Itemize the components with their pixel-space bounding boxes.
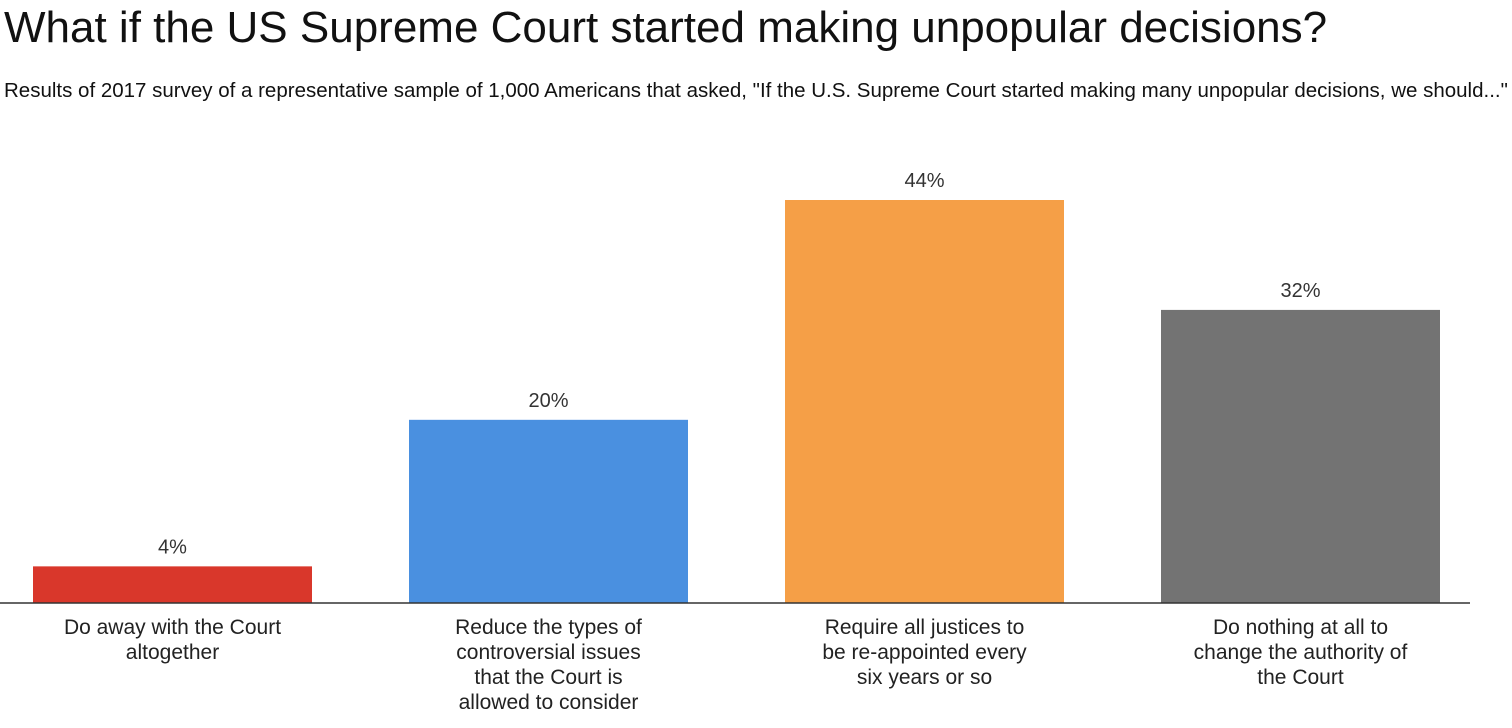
category-label-line: controversial issues <box>456 641 640 664</box>
bar-value-label-3: 44% <box>904 170 944 192</box>
chart-title: What if the US Supreme Court started mak… <box>4 3 1328 52</box>
category-label-line: the Court <box>1257 666 1344 689</box>
category-label-line: Do nothing at all to <box>1213 616 1388 639</box>
category-label-line: Reduce the types of <box>455 616 642 639</box>
category-label-line: be re-appointed every <box>822 641 1027 664</box>
bar-4 <box>1161 309 1440 603</box>
bars-layer: 4% Do away with the Court altogether 20% Red… <box>33 170 1440 714</box>
category-label-1: Do away with the Court altogether <box>64 616 281 664</box>
category-label-2: Reduce the types of controversial issues t… <box>455 616 642 714</box>
bar-value-label-1: 4% <box>158 536 187 558</box>
category-label-line: Require all justices to <box>825 616 1025 639</box>
chart-subtitle: Results of 2017 survey of a representati… <box>4 79 1508 102</box>
category-label-line: that the Court is <box>474 666 622 689</box>
bar-3 <box>785 200 1064 603</box>
bar-value-label-2: 20% <box>528 390 568 412</box>
category-label-3: Require all justices to be re-appointed e… <box>822 616 1027 689</box>
bar-1 <box>33 566 312 603</box>
bar-2 <box>409 419 688 603</box>
category-label-line: six years or so <box>857 666 992 689</box>
category-label-line: change the authority of <box>1194 641 1408 664</box>
bar-value-label-4: 32% <box>1280 280 1320 302</box>
category-label-line: Do away with the Court <box>64 616 281 639</box>
category-label-4: Do nothing at all to change the authority… <box>1194 616 1408 689</box>
category-label-line: allowed to consider <box>459 691 639 714</box>
category-label-line: altogether <box>126 641 219 664</box>
